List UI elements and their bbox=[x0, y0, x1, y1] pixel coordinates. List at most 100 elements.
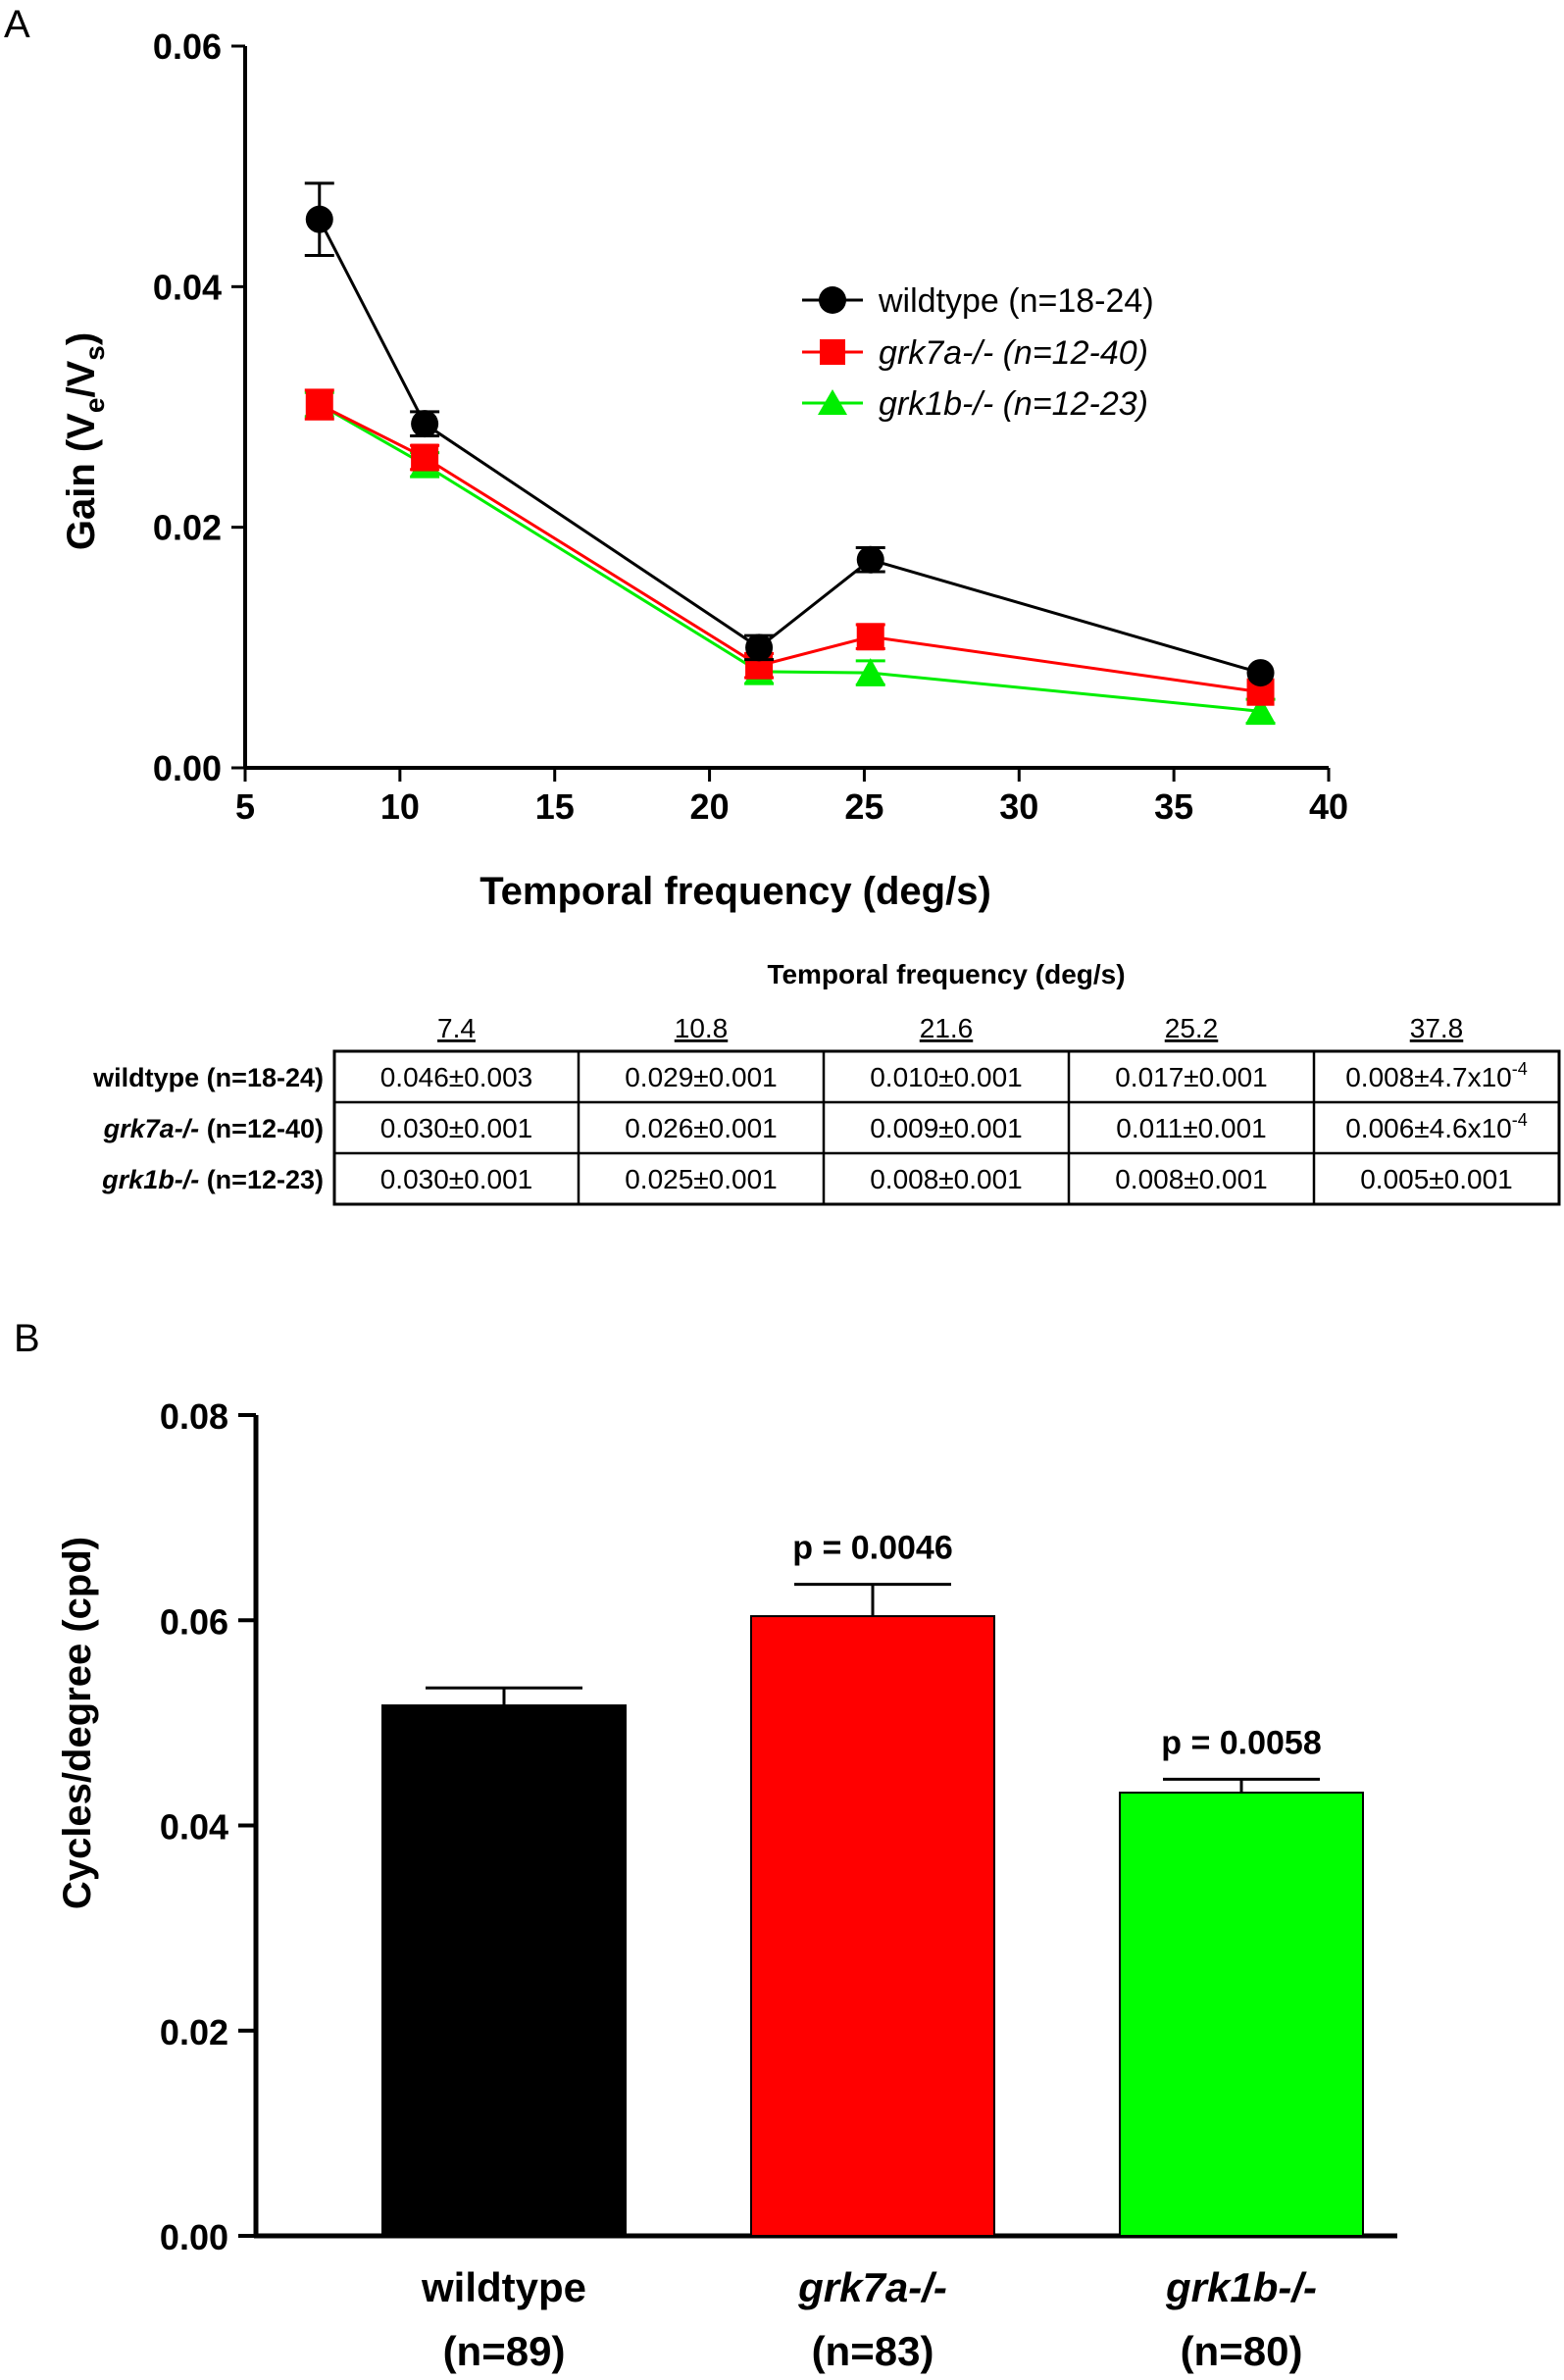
table-cell: 0.006±4.6x10-4 bbox=[1345, 1110, 1528, 1143]
table-cell-value: 0.011±0.001 bbox=[1116, 1113, 1266, 1143]
table-row-label-n: (n=12-40) bbox=[199, 1114, 324, 1143]
table-cell: 0.017±0.001 bbox=[1115, 1062, 1268, 1092]
table-cell-exponent: -4 bbox=[1512, 1059, 1528, 1079]
y-tick-label: 0.02 bbox=[153, 508, 222, 548]
table-cell: 0.008±4.7x10-4 bbox=[1345, 1059, 1528, 1092]
data-point-circle bbox=[411, 410, 439, 438]
table-cell: 0.026±0.001 bbox=[625, 1113, 778, 1143]
legend-label-wildtype: wildtype (n=18-24) bbox=[878, 282, 1154, 320]
table-cell-value: 0.030±0.001 bbox=[380, 1113, 533, 1143]
bar-chart-y-axis-title: Cycles/degree (cpd) bbox=[56, 1537, 99, 1909]
table-border bbox=[332, 1049, 1561, 1206]
table-cell-value: 0.008±0.001 bbox=[870, 1164, 1023, 1194]
table-cell: 0.008±0.001 bbox=[870, 1164, 1023, 1194]
line-chart-legend: wildtype (n=18-24) grk7a-/- (n=12-40) gr… bbox=[802, 282, 1154, 423]
bar-category-n: (n=89) bbox=[443, 2328, 566, 2374]
table-cell-exponent: -4 bbox=[1512, 1110, 1528, 1130]
bar-0 bbox=[381, 1704, 627, 2237]
x-tick-label: 40 bbox=[1309, 786, 1348, 827]
table-row-label: wildtype (n=18-24) bbox=[92, 1063, 324, 1092]
data-table: Temporal frequency (deg/s) 7.4 10.8 21.6 25… bbox=[92, 959, 1561, 1206]
data-point-circle bbox=[856, 545, 884, 574]
data-point-square bbox=[411, 443, 439, 472]
line-chart: 5 10 15 20 25 30 35 40 0.00 0.02 0.04 0.06 Tempora… bbox=[60, 26, 1348, 913]
bar-category-label: grk7a-/- bbox=[797, 2264, 947, 2310]
table-cell: 0.008±0.001 bbox=[1115, 1164, 1268, 1194]
x-tick-label: 10 bbox=[380, 786, 420, 827]
table-row-labels: wildtype (n=18-24)grk7a-/- (n=12-40)grk1… bbox=[92, 1063, 324, 1194]
legend-label-grk1b: grk1b-/- (n=12-23) bbox=[879, 385, 1148, 423]
table-cell: 0.030±0.001 bbox=[380, 1164, 533, 1194]
table-column-header: 10.8 bbox=[675, 1013, 729, 1043]
table-cell-value: 0.006±4.6x10 bbox=[1345, 1113, 1512, 1143]
line-chart-x-ticks: 5 10 15 20 25 30 35 40 bbox=[235, 768, 1348, 827]
table-cell-value: 0.026±0.001 bbox=[625, 1113, 778, 1143]
table-cell-value: 0.008±0.001 bbox=[1115, 1164, 1268, 1194]
x-tick-label: 15 bbox=[535, 786, 575, 827]
table-row-label: grk7a-/- (n=12-40) bbox=[103, 1114, 324, 1143]
bar-2 bbox=[1119, 1792, 1364, 2238]
table-row-label-n: wildtype (n=18-24) bbox=[92, 1063, 324, 1092]
data-point-triangle bbox=[1245, 696, 1276, 724]
bar-1 bbox=[750, 1615, 995, 2237]
line-chart-series bbox=[304, 181, 1276, 726]
table-cell-value: 0.030±0.001 bbox=[380, 1164, 533, 1194]
table-row-label-genotype: grk7a-/- bbox=[103, 1114, 200, 1143]
y-tick-label: 0.06 bbox=[160, 1601, 228, 1642]
table-column-header: 7.4 bbox=[437, 1013, 476, 1043]
line-chart-axes bbox=[243, 46, 1329, 770]
table-cell: 0.029±0.001 bbox=[625, 1062, 778, 1092]
table-row-label: grk1b-/- (n=12-23) bbox=[101, 1165, 324, 1194]
x-tick-label: 20 bbox=[690, 786, 730, 827]
bar-chart: 0.00 0.02 0.04 0.06 0.08 p = 0.0046 p = 0.005… bbox=[56, 1396, 1397, 2374]
table-cell-value: 0.008±4.7x10 bbox=[1345, 1062, 1512, 1092]
table-cell: 0.030±0.001 bbox=[380, 1113, 533, 1143]
bar-category-label: grk1b-/- bbox=[1165, 2264, 1317, 2310]
x-tick-label: 35 bbox=[1154, 786, 1193, 827]
y-tick-label: 0.04 bbox=[160, 1807, 228, 1848]
table-cell: 0.005±0.001 bbox=[1360, 1164, 1513, 1194]
data-point-circle bbox=[305, 205, 333, 233]
panel-label-a: A bbox=[4, 3, 30, 46]
bar-pvalue: p = 0.0058 bbox=[1161, 1724, 1322, 1761]
table-cell: 0.009±0.001 bbox=[870, 1113, 1023, 1143]
legend-entry-grk1b: grk1b-/- (n=12-23) bbox=[802, 385, 1148, 423]
y-tick-label: 0.08 bbox=[160, 1396, 228, 1437]
y-tick-label: 0.02 bbox=[160, 2012, 228, 2052]
table-cell: 0.011±0.001 bbox=[1116, 1113, 1266, 1143]
x-tick-label: 25 bbox=[844, 786, 883, 827]
legend-label-grk7a: grk7a-/- (n=12-40) bbox=[879, 334, 1148, 372]
legend-marker-wildtype bbox=[819, 286, 846, 314]
data-point-circle bbox=[1246, 659, 1275, 687]
table-cell-value: 0.046±0.003 bbox=[380, 1062, 533, 1092]
bar-chart-bars: p = 0.0046 p = 0.0058 bbox=[381, 1530, 1364, 2238]
table-cell-value: 0.025±0.001 bbox=[625, 1164, 778, 1194]
table-column-header: 37.8 bbox=[1410, 1013, 1464, 1043]
y-tick-label: 0.00 bbox=[160, 2217, 228, 2257]
table-cells: 0.046±0.003 0.029±0.001 0.010±0.001 0.017±0… bbox=[380, 1059, 1528, 1194]
bar-chart-y-ticks: 0.00 0.02 0.04 0.06 0.08 bbox=[160, 1396, 256, 2257]
data-point-circle bbox=[745, 633, 774, 662]
legend-entry-grk7a: grk7a-/- (n=12-40) bbox=[802, 334, 1148, 372]
data-point-square bbox=[856, 623, 884, 651]
table-column-header: 21.6 bbox=[920, 1013, 974, 1043]
line-chart-x-axis-title: Temporal frequency (deg/s) bbox=[479, 870, 991, 913]
line-chart-y-ticks: 0.00 0.02 0.04 0.06 bbox=[153, 26, 245, 788]
table-row-label-n: (n=12-23) bbox=[199, 1165, 324, 1194]
bar-pvalue: p = 0.0046 bbox=[792, 1530, 953, 1567]
table-cell: 0.010±0.001 bbox=[870, 1062, 1023, 1092]
y-tick-label: 0.06 bbox=[153, 26, 222, 67]
y-tick-label: 0.04 bbox=[153, 267, 222, 307]
bar-chart-categories: wildtype (n=89) grk7a-/- (n=83) grk1b-/- (n=8… bbox=[421, 2264, 1317, 2374]
table-cell-value: 0.017±0.001 bbox=[1115, 1062, 1268, 1092]
bar-category-n: (n=80) bbox=[1181, 2328, 1303, 2374]
table-column-headers: 7.4 10.8 21.6 25.2 37.8 bbox=[437, 1013, 1463, 1043]
panel-label-b: B bbox=[14, 1317, 40, 1360]
table-cell: 0.025±0.001 bbox=[625, 1164, 778, 1194]
legend-marker-grk7a bbox=[820, 339, 845, 365]
table-title: Temporal frequency (deg/s) bbox=[767, 959, 1125, 989]
table-row-label-genotype: grk1b-/- bbox=[101, 1165, 199, 1194]
bar-category-label: wildtype bbox=[421, 2264, 586, 2310]
data-point-square bbox=[305, 390, 333, 419]
